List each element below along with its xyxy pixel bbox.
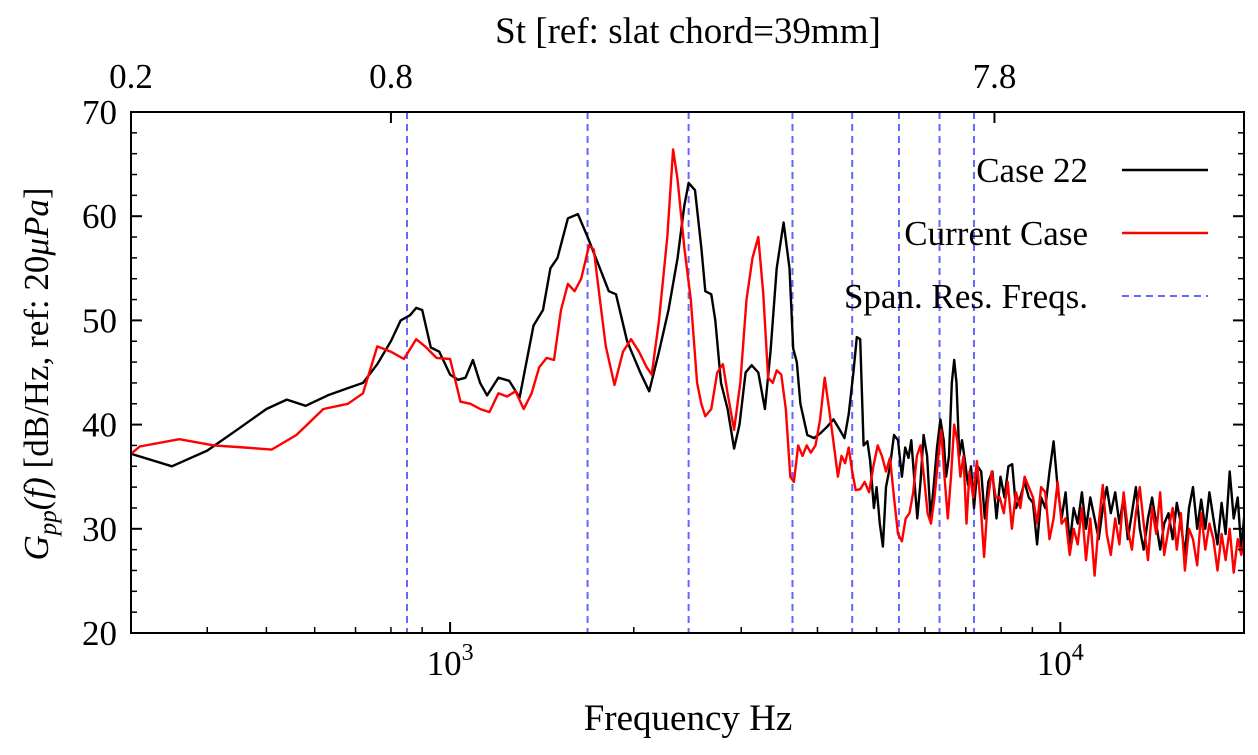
y-tick-label: 50 [82, 301, 117, 340]
y-axis-label-close: ] [17, 187, 56, 199]
top-axis-tick-label: 7.8 [973, 57, 1017, 96]
y-axis-label-arg: (f) [17, 477, 56, 510]
x-tick-label-base: 10 [427, 644, 462, 683]
top-axis-tick-label: 0.2 [109, 57, 153, 96]
x-tick-label-exponent: 4 [1072, 640, 1084, 666]
plot-frame [130, 111, 1245, 634]
y-tick-label: 40 [82, 406, 117, 445]
x-tick-label: 104 [1037, 640, 1084, 683]
y-axis-label-symbol: G [17, 535, 56, 560]
top-axis-label: St [ref: slat chord=39mm] [495, 11, 881, 52]
y-tick-label: 60 [82, 197, 117, 236]
y-tick-label: 20 [82, 614, 117, 653]
legend-label: Case 22 [976, 151, 1088, 190]
top-axis-tick-label: 0.8 [369, 57, 413, 96]
y-axis-label-units: [dB/Hz, ref: 20 [17, 256, 56, 478]
y-tick-label: 70 [82, 93, 117, 132]
y-axis-label: Gpp(f) [dB/Hz, ref: 20μPa] [17, 187, 62, 560]
x-axis-label: Frequency Hz [584, 698, 793, 739]
x-tick-label-base: 10 [1037, 644, 1072, 683]
y-axis-label-pa: Pa [17, 199, 56, 239]
plot-series-layer [131, 112, 1244, 633]
y-tick-label: 30 [82, 510, 117, 549]
y-axis-label-subscript: pp [35, 510, 62, 537]
legend-label: Current Case [904, 214, 1088, 253]
x-tick-label: 103 [427, 640, 474, 683]
x-tick-label-exponent: 3 [462, 640, 474, 666]
series-line-current-case [131, 148, 1244, 577]
legend-label: Span. Res. Freqs. [844, 277, 1088, 316]
y-axis-label-mu: μ [17, 238, 56, 257]
legend: Case 22 Current Case Span. Res. Freqs. [844, 151, 1208, 316]
